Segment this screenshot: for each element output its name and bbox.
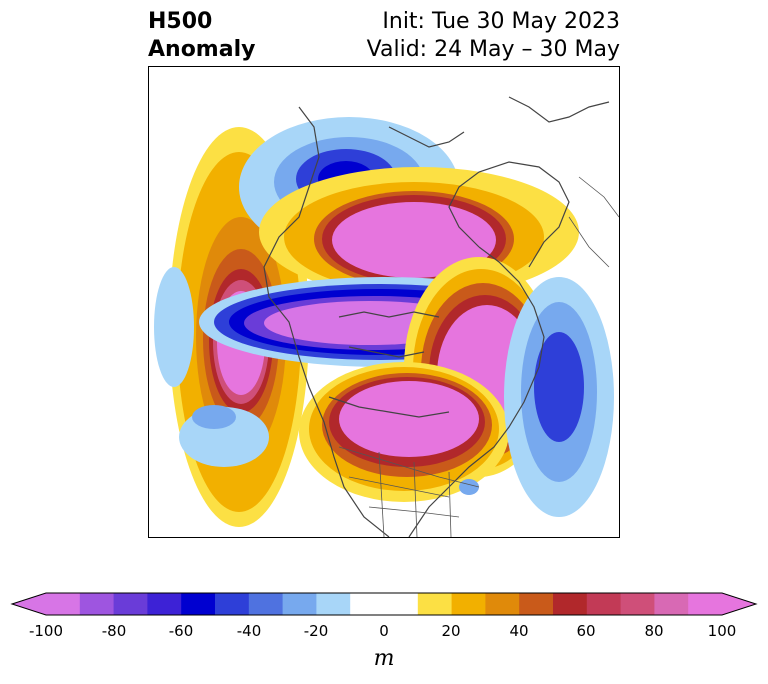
colorbar-segment	[620, 593, 655, 615]
tick-label: 60	[576, 622, 596, 640]
colorbar-segment	[586, 593, 622, 615]
valid-range: Valid: 24 May – 30 May	[366, 37, 620, 62]
tick-label: -60	[168, 622, 194, 640]
colorbar-segment	[451, 593, 486, 615]
colorbar-segment	[215, 593, 250, 615]
pacific-trough	[154, 267, 194, 387]
colorbar-extend-high	[722, 593, 756, 615]
tick-label: -80	[101, 622, 127, 640]
colorbar-segment	[654, 593, 689, 615]
tick-label: -100	[28, 622, 64, 640]
tick-label: 20	[441, 622, 461, 640]
colorbar-segment	[485, 593, 520, 615]
colorbar-segment	[316, 593, 351, 615]
colorbar-segment	[147, 593, 182, 615]
colorbar-segment	[282, 593, 317, 615]
colorbar-segment	[79, 593, 115, 615]
colorbar-segment	[384, 593, 419, 615]
colorbar-segment	[417, 593, 453, 615]
atlantic-trough	[504, 277, 614, 517]
colorbar-segment	[46, 593, 81, 615]
tick-label: 100	[707, 622, 737, 640]
arctic-ridge	[259, 167, 579, 297]
small-anomaly	[459, 479, 479, 495]
tick-label: 80	[644, 622, 664, 640]
init-time: Init: Tue 30 May 2023	[382, 9, 620, 34]
coastlines	[263, 96, 610, 537]
colorbar-segment	[553, 593, 588, 615]
colorbar-segment	[688, 593, 723, 615]
figure-title: H500 Anomaly	[148, 8, 255, 64]
colorbar-ticks: -100 -80 -60 -40 -20 0 20 40 60 80 100	[0, 622, 768, 642]
colorbar-segment	[181, 593, 216, 615]
colorbar-extend-low	[12, 593, 46, 615]
anomaly-map	[148, 66, 620, 538]
tick-label: 0	[379, 622, 389, 640]
canada-ridge	[299, 362, 509, 502]
state-borders	[338, 176, 619, 537]
colorbar-segment	[519, 593, 554, 615]
tick-label: 40	[509, 622, 529, 640]
map-svg	[154, 96, 619, 537]
colorbar-outline	[10, 592, 758, 616]
time-info: Init: Tue 30 May 2023 Valid: 24 May – 30…	[367, 8, 620, 64]
field-name: H500	[148, 9, 213, 34]
tick-label: -20	[303, 622, 329, 640]
colorbar-unit: m	[373, 646, 395, 671]
field-type: Anomaly	[148, 37, 256, 62]
colorbar-segment	[113, 593, 148, 615]
colorbar	[0, 586, 768, 616]
colorbar-segment	[248, 593, 284, 615]
colorbar-svg	[10, 592, 758, 616]
colorbar-segment	[350, 593, 385, 615]
tick-label: -40	[236, 622, 262, 640]
